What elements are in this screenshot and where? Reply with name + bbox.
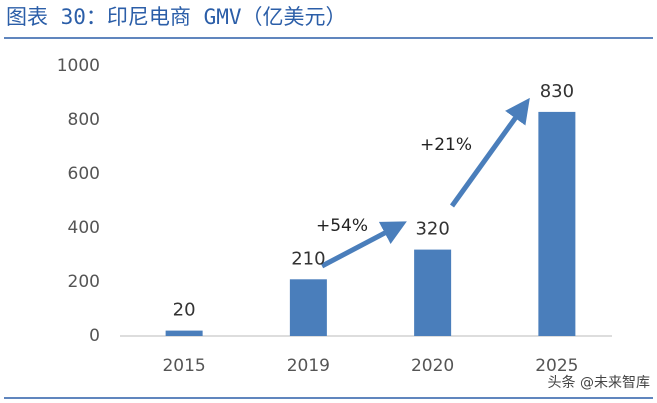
value-label: 20: [173, 300, 196, 321]
x-tick-label: 2020: [411, 356, 454, 376]
annotation: +54%: [316, 216, 368, 236]
bar: [289, 279, 327, 336]
x-tick-label: 2019: [287, 356, 330, 376]
y-tick-label: 200: [68, 272, 100, 292]
bar: [538, 111, 576, 337]
chart-title: 图表 30：印尼电商 GMV（亿美元）: [6, 5, 347, 29]
bar: [414, 249, 452, 336]
y-tick-label: 800: [68, 110, 100, 130]
value-label: 320: [415, 219, 449, 240]
x-tick-label: 2025: [535, 356, 578, 376]
value-label: 830: [540, 81, 574, 102]
value-label: 210: [291, 248, 325, 269]
y-tick-label: 0: [89, 326, 100, 346]
arrow: [449, 97, 530, 208]
bar: [165, 330, 203, 336]
x-tick-label: 2015: [162, 356, 205, 376]
arrow: [320, 221, 407, 269]
y-tick-label: 600: [68, 164, 100, 184]
annotation: +21%: [420, 135, 472, 155]
y-tick-label: 1000: [57, 56, 100, 76]
y-tick-label: 400: [68, 218, 100, 238]
watermark: 头条 @未来智库: [548, 374, 650, 391]
